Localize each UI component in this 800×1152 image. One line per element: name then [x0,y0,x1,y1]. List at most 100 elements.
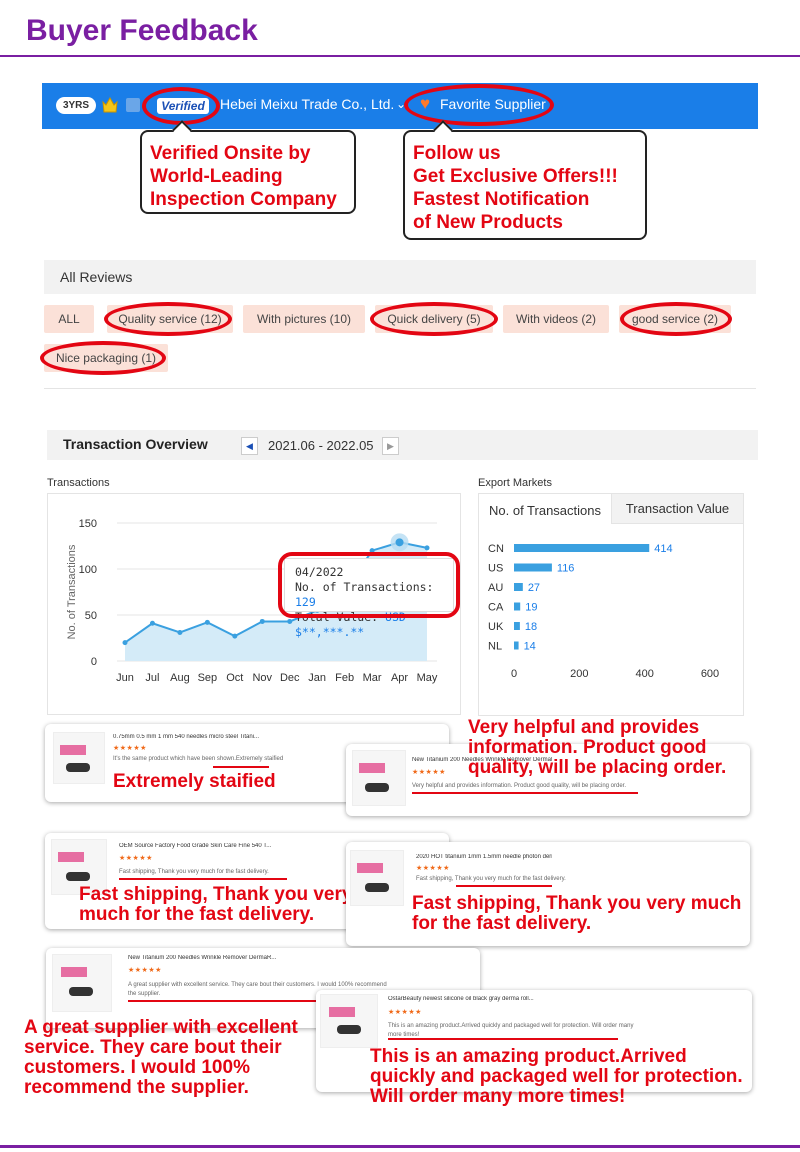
x-tick-label: Oct [226,672,243,684]
bar [514,563,552,572]
review-caption: Fast shipping, Thank you very much for t… [412,893,742,934]
y-tick-label: 0 [91,656,97,668]
company-name[interactable]: Hebei Meixu Trade Co., Ltd. [220,96,395,112]
bar-value-label: 19 [525,602,537,614]
heart-icon[interactable]: ♥ [420,94,431,113]
product-thumbnail [350,850,404,906]
bottom-divider [0,1145,800,1148]
star-icon: ★★★★★ [416,865,450,872]
page-title: Buyer Feedback [26,14,258,47]
product-box-image [357,863,383,873]
years-badge: 3YRS [56,97,96,114]
derma-roller-image [337,1025,361,1034]
filter-chip-with-videos[interactable]: With videos (2) [503,305,609,333]
review-product-title[interactable]: OstarBeauty newest silicone oil black gr… [388,996,534,1002]
review-card: New Titanium 200 Needles Wrinkle Remover… [346,744,750,816]
star-icon: ★★★★★ [113,745,147,752]
x-tick-label: Nov [252,672,272,684]
prev-period-button[interactable]: ◀ [241,437,258,455]
text-underline [388,1038,618,1040]
category-label: UK [488,621,504,633]
review-caption: Fast shipping, Thank you very much for t… [79,884,353,925]
bar-value-label: 18 [525,621,537,633]
text-underline [128,1000,358,1002]
follow-callout: Follow us Get Exclusive Offers!!! Fastes… [403,130,647,240]
star-icon: ★★★★★ [388,1009,422,1016]
tab-no-of-transactions[interactable]: No. of Transactions [479,496,611,526]
highlight-ring-tooltip [278,552,460,618]
x-tick-label: Apr [391,672,408,684]
review-product-title[interactable]: 2020 HOT titanium 1mm 1.5mm needle photo… [416,854,552,860]
next-period-button[interactable]: ▶ [382,437,399,455]
crown-icon [102,96,118,113]
data-point [424,545,430,551]
date-range: 2021.06 - 2022.05 [268,438,374,453]
text-underline [412,792,638,794]
star-icon: ★★★★★ [119,855,153,862]
review-card: New Titanium 200 Needles Wrinkle Remover… [46,948,480,1028]
star-icon: ★★★★★ [412,769,446,776]
data-point [177,629,183,635]
export-markets-label: Export Markets [478,477,552,489]
filter-chip-nice-packaging[interactable]: Nice packaging (1) [44,344,168,372]
review-text: It's the same product which have been sh… [113,756,284,762]
review-card: OstarBeauty newest silicone oil black gr… [316,990,752,1107]
filter-chip-all[interactable]: ALL [44,305,94,333]
review-product-title[interactable]: New Titanium 200 Needles Wrinkle Remover… [412,757,552,763]
shield-icon [126,98,140,112]
series-line [124,541,428,644]
data-point [204,619,210,625]
callout-line: of New Products [413,212,563,233]
derma-roller-image [365,883,389,892]
product-thumbnail [352,750,406,806]
tab-transaction-value[interactable]: Transaction Value [611,494,743,524]
category-label: NL [488,641,502,653]
product-box-image [60,745,86,755]
x-tick-label: Feb [335,672,354,684]
product-thumbnail [320,994,378,1048]
text-underline [213,766,269,768]
chevron-down-icon[interactable]: ⌄ [396,97,407,111]
data-point [122,640,128,646]
filter-chip-quick-delivery[interactable]: Quick delivery (5) [375,305,493,333]
data-point [232,633,238,639]
review-product-title[interactable]: New Titanium 200 Needles Wrinkle Remover… [128,955,277,961]
review-product-title[interactable]: 0.75mm 0.5 mm 1 mm 540 needles micro ste… [113,734,260,740]
review-product-title[interactable]: OEM Source Factory Food Grade Skin Care … [119,843,272,849]
review-caption: Very helpful and provides information. P… [468,717,727,778]
x-tick-label: Dec [280,672,300,684]
tooltip-count-label: No. of Transactions: [295,580,434,594]
product-box-image [329,1007,355,1017]
tooltip-date: 04/2022 [295,565,344,579]
derma-roller-image [66,872,90,881]
text-underline [119,878,287,880]
export-markets-bar-chart: CN 414 US 116 AU 27 CA 19 UK 18 NL 14 0 200 400 600 [488,543,719,680]
tooltip-count-row: No. of Transactions: 129 [295,580,443,610]
verified-callout: Verified Onsite by World-Leading Inspect… [140,130,356,214]
series-area [125,542,427,661]
chart-tooltip: 04/2022 No. of Transactions: 129 Total V… [284,558,454,639]
transactions-line-chart: 0 50 100 150 No. of Transactions Jun Jul Aug Sep… [66,518,438,684]
title-divider [0,55,800,57]
review-caption: A great supplier with excellent service.… [24,1017,298,1098]
favorite-supplier-button[interactable]: Favorite Supplier [440,96,546,112]
filter-chip-quality-service[interactable]: Quality service (12) [107,305,233,333]
x-tick-label: Aug [170,672,190,684]
filter-chip-with-pictures[interactable]: With pictures (10) [243,305,365,333]
bar [514,622,520,630]
review-card: OEM Source Factory Food Grade Skin Care … [45,833,449,929]
product-thumbnail [51,839,107,895]
filter-chip-good-service[interactable]: good service (2) [619,305,731,333]
verified-badge[interactable]: Verified [157,98,209,114]
data-point [149,620,155,626]
product-thumbnail [53,732,105,784]
bar [514,583,523,591]
callout-line: Follow us [413,143,501,164]
text-underline [456,885,552,887]
callout-line: Verified Onsite by [150,143,311,164]
reviews-header: All Reviews [44,260,756,294]
bar [514,544,650,552]
derma-roller-image [365,783,389,792]
y-tick-label: 150 [79,518,97,530]
category-label: AU [488,582,503,594]
